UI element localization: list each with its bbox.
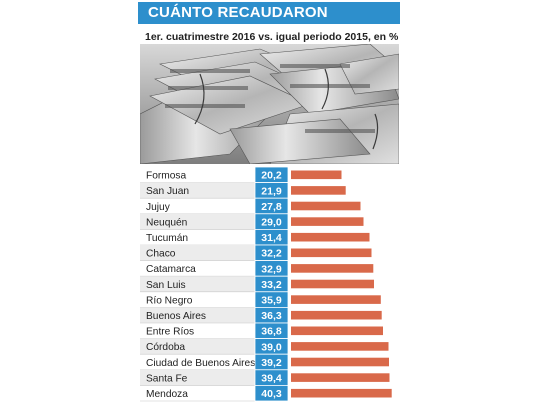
- category-label: Catamarca: [146, 264, 196, 275]
- value-label: 39,2: [261, 357, 282, 369]
- bar: [291, 295, 381, 304]
- bar: [291, 170, 342, 180]
- row-band: [140, 245, 255, 261]
- category-label: Formosa: [146, 171, 187, 182]
- category-label: Buenos Aires: [146, 311, 206, 322]
- value-label: 32,2: [261, 248, 282, 260]
- category-label: Santa Fe: [146, 373, 188, 384]
- category-label: Ciudad de Buenos Aires: [146, 358, 255, 369]
- category-label: Río Negro: [146, 295, 193, 306]
- value-label: 33,2: [261, 279, 282, 291]
- value-label: 31,4: [261, 232, 282, 244]
- chart-subtitle: 1er. cuatrimestre 2016 vs. igual periodo…: [145, 31, 399, 43]
- row-band: [140, 369, 255, 386]
- category-label: Jujuy: [146, 202, 171, 213]
- bar: [291, 310, 382, 320]
- bar: [291, 342, 389, 351]
- category-label: Entre Ríos: [146, 327, 194, 338]
- bar: [291, 388, 392, 398]
- value-label: 32,9: [261, 263, 282, 275]
- category-label: Mendoza: [146, 389, 188, 400]
- category-label: San Juan: [146, 186, 189, 197]
- value-label: 40,3: [261, 388, 282, 400]
- value-label: 29,0: [261, 217, 282, 229]
- value-label: 27,8: [261, 201, 282, 213]
- title-bar: CUÁNTO RECAUDARON: [138, 2, 400, 24]
- bar: [291, 357, 389, 367]
- bar: [291, 232, 370, 242]
- row-band: [140, 213, 255, 230]
- bar: [291, 217, 364, 226]
- bar: [291, 186, 346, 195]
- bar: [291, 279, 374, 289]
- category-label: Córdoba: [146, 342, 185, 353]
- bar: [291, 248, 372, 258]
- category-label: Chaco: [146, 249, 176, 260]
- bar: [291, 201, 361, 211]
- category-label: Tucumán: [146, 233, 188, 244]
- value-label: 20,2: [261, 170, 282, 182]
- banknote-stacks-image: [140, 44, 399, 164]
- chart-title: CUÁNTO RECAUDARON: [148, 4, 328, 21]
- category-label: San Luis: [146, 280, 186, 291]
- category-label: Neuquén: [146, 217, 187, 228]
- row-band: [140, 307, 255, 323]
- value-box: [254, 384, 289, 402]
- bar: [291, 373, 390, 382]
- value-label: 39,0: [261, 341, 282, 353]
- value-label: 36,8: [261, 326, 282, 338]
- bar-chart: Formosa 20,2 San Juan 21,9 Jujuy 27,8 Neuquén 2…: [140, 166, 392, 402]
- row-band: [140, 338, 255, 355]
- value-label: 21,9: [261, 185, 282, 197]
- row-band: [140, 276, 255, 292]
- value-label: 35,9: [261, 295, 282, 307]
- bar: [291, 264, 374, 273]
- row-band: [140, 182, 255, 199]
- bar: [291, 326, 383, 336]
- value-label: 36,3: [261, 310, 282, 322]
- value-label: 39,4: [261, 373, 282, 385]
